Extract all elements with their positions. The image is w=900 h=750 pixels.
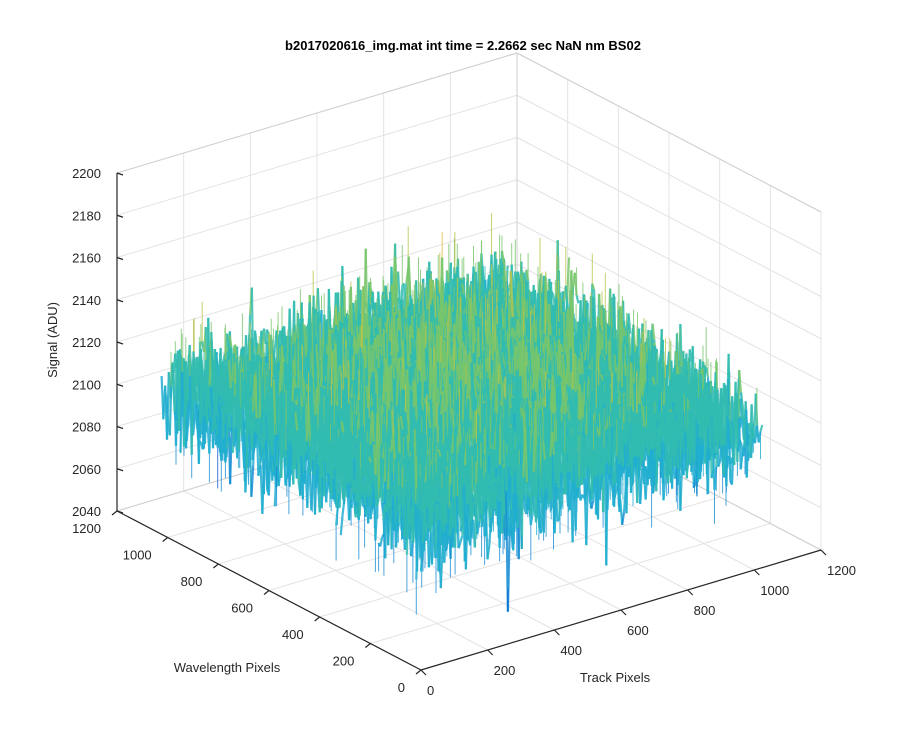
surface-segment xyxy=(224,395,228,399)
surface-segment xyxy=(198,440,202,444)
box-edge xyxy=(516,52,822,213)
surface-segment xyxy=(213,349,218,392)
surface-segment xyxy=(191,420,196,436)
surface-segment xyxy=(258,343,263,358)
surface-segment xyxy=(184,361,189,396)
surface-segment xyxy=(229,426,233,485)
floor-grid-line-y xyxy=(370,523,771,644)
surface-segment xyxy=(171,372,176,412)
box-edge xyxy=(116,52,518,174)
side-grid-line-z xyxy=(516,179,822,340)
back-grid-line-z xyxy=(116,179,518,301)
surface-segment xyxy=(228,335,233,348)
surface-segment xyxy=(190,351,195,455)
surface-segment xyxy=(457,277,462,295)
surface-segment xyxy=(218,378,223,396)
surface-segment xyxy=(193,374,198,405)
surface-segment xyxy=(407,256,412,296)
surface-segment xyxy=(197,422,202,439)
side-grid-line-z xyxy=(516,94,822,255)
surface-segment xyxy=(265,329,270,335)
side-grid-line-z xyxy=(516,137,822,297)
chart-title: b2017020616_img.mat int time = 2.2662 se… xyxy=(285,38,641,53)
surface-segment xyxy=(185,391,190,401)
surface-layer xyxy=(160,213,764,615)
back-grid-line-z xyxy=(116,94,518,216)
back-grid-line-z xyxy=(116,221,518,343)
surface-segment xyxy=(165,395,170,424)
side-grid-line-z xyxy=(516,221,822,382)
surface-segment xyxy=(184,391,189,420)
back-grid-line-z xyxy=(116,137,518,258)
surface-segment xyxy=(371,297,376,312)
